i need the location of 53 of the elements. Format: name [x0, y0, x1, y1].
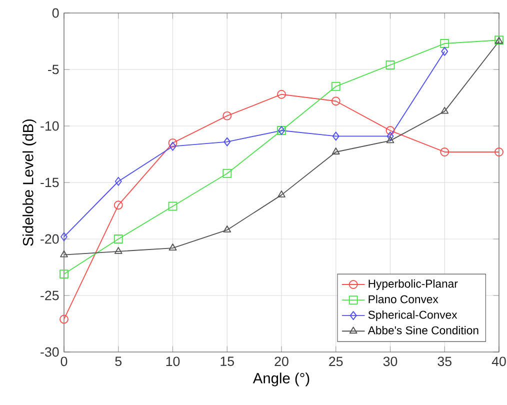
point: [114, 200, 123, 210]
legend-label: Plano Convex: [368, 294, 438, 304]
point: [441, 46, 448, 56]
point: [114, 176, 122, 186]
point: [278, 190, 286, 198]
point: [222, 168, 232, 178]
point: [277, 90, 286, 99]
x-tick-label: 40: [492, 356, 506, 366]
y-tick-label: -10: [40, 121, 59, 131]
point: [386, 126, 395, 135]
x-axis-title: Angle (°): [252, 372, 310, 386]
point: [223, 225, 232, 232]
x-tick-label: 10: [166, 356, 180, 366]
legend-label: Spherical-Convex: [368, 310, 458, 322]
x-tick-label: 35: [438, 356, 452, 366]
point: [168, 202, 178, 211]
point: [168, 244, 177, 251]
point: [332, 132, 340, 141]
x-tick-label: 25: [329, 356, 343, 366]
point: [60, 250, 68, 258]
y-tick-label: 0: [52, 8, 59, 18]
y-tick-label: -15: [40, 178, 59, 188]
point: [386, 60, 395, 70]
y-tick-label: -20: [40, 234, 59, 244]
point: [386, 132, 394, 141]
point: [60, 232, 68, 242]
point: [114, 234, 123, 244]
point: [168, 138, 178, 148]
y-axis-title: Sidelobe Level (dB): [22, 119, 36, 246]
point: [494, 148, 504, 156]
point: [440, 106, 449, 114]
x-tick-label: 20: [274, 356, 288, 366]
legend-label: Hyperbolic-Planar: [368, 279, 458, 290]
y-tick-label: -30: [40, 347, 59, 357]
point: [114, 246, 122, 254]
x-tick-label: 0: [60, 356, 68, 366]
point: [440, 148, 450, 156]
point: [331, 96, 340, 106]
point: [332, 148, 340, 154]
x-tick-label: 30: [383, 356, 398, 366]
y-tick-label: -25: [40, 290, 59, 300]
x-tick-label: 5: [115, 356, 122, 366]
point: [440, 39, 450, 48]
point: [331, 82, 340, 91]
point: [60, 314, 68, 324]
x-tick-label: 15: [220, 356, 234, 366]
point: [222, 111, 232, 120]
legend-label: Abbe's Sine Condition: [368, 326, 478, 334]
point: [386, 136, 394, 144]
point: [169, 142, 176, 151]
y-tick-label: -5: [48, 64, 59, 74]
point: [224, 137, 231, 146]
point: [60, 270, 68, 278]
